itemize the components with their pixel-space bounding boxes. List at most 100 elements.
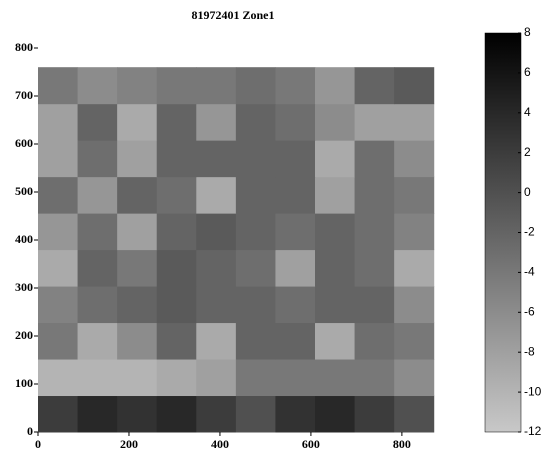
colorbar-tick-label: 2 — [524, 145, 531, 159]
y-tick-label: 0 — [27, 424, 33, 438]
heat-cell — [235, 67, 276, 105]
heat-cell — [156, 322, 197, 360]
heat-cell — [275, 213, 316, 251]
heat-cell — [156, 213, 197, 251]
heat-cell — [117, 286, 158, 324]
heat-cell — [117, 395, 158, 433]
heat-cell — [354, 322, 395, 360]
heat-cell — [354, 359, 395, 397]
heat-cell — [38, 176, 79, 214]
heat-cell — [156, 67, 197, 105]
heat-cell — [354, 286, 395, 324]
heat-cell — [315, 140, 356, 178]
heat-cell — [156, 359, 197, 397]
heat-cell — [77, 103, 118, 141]
heat-cell — [394, 103, 435, 141]
heat-cell — [315, 103, 356, 141]
heat-cell — [235, 103, 276, 141]
heat-cell — [275, 286, 316, 324]
heat-cell — [354, 213, 395, 251]
heat-cell — [394, 322, 435, 360]
heat-cell — [77, 249, 118, 287]
y-tick-label: 100 — [15, 376, 33, 390]
heat-cell — [156, 395, 197, 433]
heat-cell — [275, 103, 316, 141]
y-tick-label: 500 — [15, 184, 33, 198]
heat-cell — [354, 67, 395, 105]
heat-cell — [394, 67, 435, 105]
heat-cell — [275, 359, 316, 397]
colorbar-tick-label: 8 — [524, 25, 531, 39]
heat-cell — [196, 176, 237, 214]
y-tick-label: 700 — [15, 88, 33, 102]
heat-cell — [394, 395, 435, 433]
heat-cell — [156, 176, 197, 214]
heat-cell — [117, 322, 158, 360]
heat-cell — [354, 176, 395, 214]
heat-cell — [394, 140, 435, 178]
heat-cell — [196, 103, 237, 141]
heat-cell — [394, 213, 435, 251]
heat-cell — [275, 140, 316, 178]
heat-cell — [77, 286, 118, 324]
heat-cell — [77, 67, 118, 105]
heat-cell — [156, 140, 197, 178]
heat-cell — [196, 286, 237, 324]
heat-cell — [235, 176, 276, 214]
heat-cell — [38, 103, 79, 141]
heat-cell — [315, 286, 356, 324]
heat-cell — [394, 249, 435, 287]
colorbar-tick-label: -8 — [524, 344, 535, 358]
heat-cell — [38, 322, 79, 360]
heat-cell — [235, 286, 276, 324]
colorbar-tick-label: -4 — [524, 265, 535, 279]
heat-cell — [394, 176, 435, 214]
chart-title: 81972401 Zone1 — [191, 8, 274, 22]
heat-cell — [275, 176, 316, 214]
heat-cell — [77, 213, 118, 251]
heat-cell — [77, 359, 118, 397]
heat-cell — [235, 395, 276, 433]
heat-cell — [77, 322, 118, 360]
heat-cell — [196, 213, 237, 251]
colorbar-tick-label: -12 — [524, 424, 542, 438]
heat-cell — [77, 395, 118, 433]
y-tick-label: 200 — [15, 328, 33, 342]
heat-cell — [196, 322, 237, 360]
heat-cell — [117, 359, 158, 397]
heat-cell — [196, 249, 237, 287]
heat-cell — [117, 213, 158, 251]
heat-cell — [117, 249, 158, 287]
heat-cell — [354, 249, 395, 287]
heat-cell — [315, 395, 356, 433]
x-tick-label: 200 — [120, 437, 138, 451]
colorbar-tick-label: 4 — [524, 105, 531, 119]
heat-cell — [354, 395, 395, 433]
heat-cell — [235, 322, 276, 360]
heat-cell — [394, 286, 435, 324]
heat-cell — [196, 67, 237, 105]
x-tick-label: 800 — [393, 437, 411, 451]
heat-cell — [117, 176, 158, 214]
heat-cell — [275, 322, 316, 360]
heat-cell — [117, 67, 158, 105]
heat-cell — [315, 67, 356, 105]
heat-cell — [315, 176, 356, 214]
heat-cell — [354, 140, 395, 178]
heat-cell — [394, 359, 435, 397]
colorbar-tick-label: -6 — [524, 304, 535, 318]
heat-cell — [275, 67, 316, 105]
x-tick-label: 400 — [211, 437, 229, 451]
y-tick-label: 300 — [15, 280, 33, 294]
heat-cell — [315, 213, 356, 251]
heat-cell — [235, 213, 276, 251]
heat-cell — [38, 395, 79, 433]
heat-cell — [354, 103, 395, 141]
y-tick-label: 800 — [15, 40, 33, 54]
heat-cell — [38, 213, 79, 251]
colorbar-tick-label: -2 — [524, 225, 535, 239]
heat-cell — [38, 359, 79, 397]
y-tick-label: 600 — [15, 136, 33, 150]
x-tick-label: 600 — [302, 437, 320, 451]
heat-cell — [315, 322, 356, 360]
